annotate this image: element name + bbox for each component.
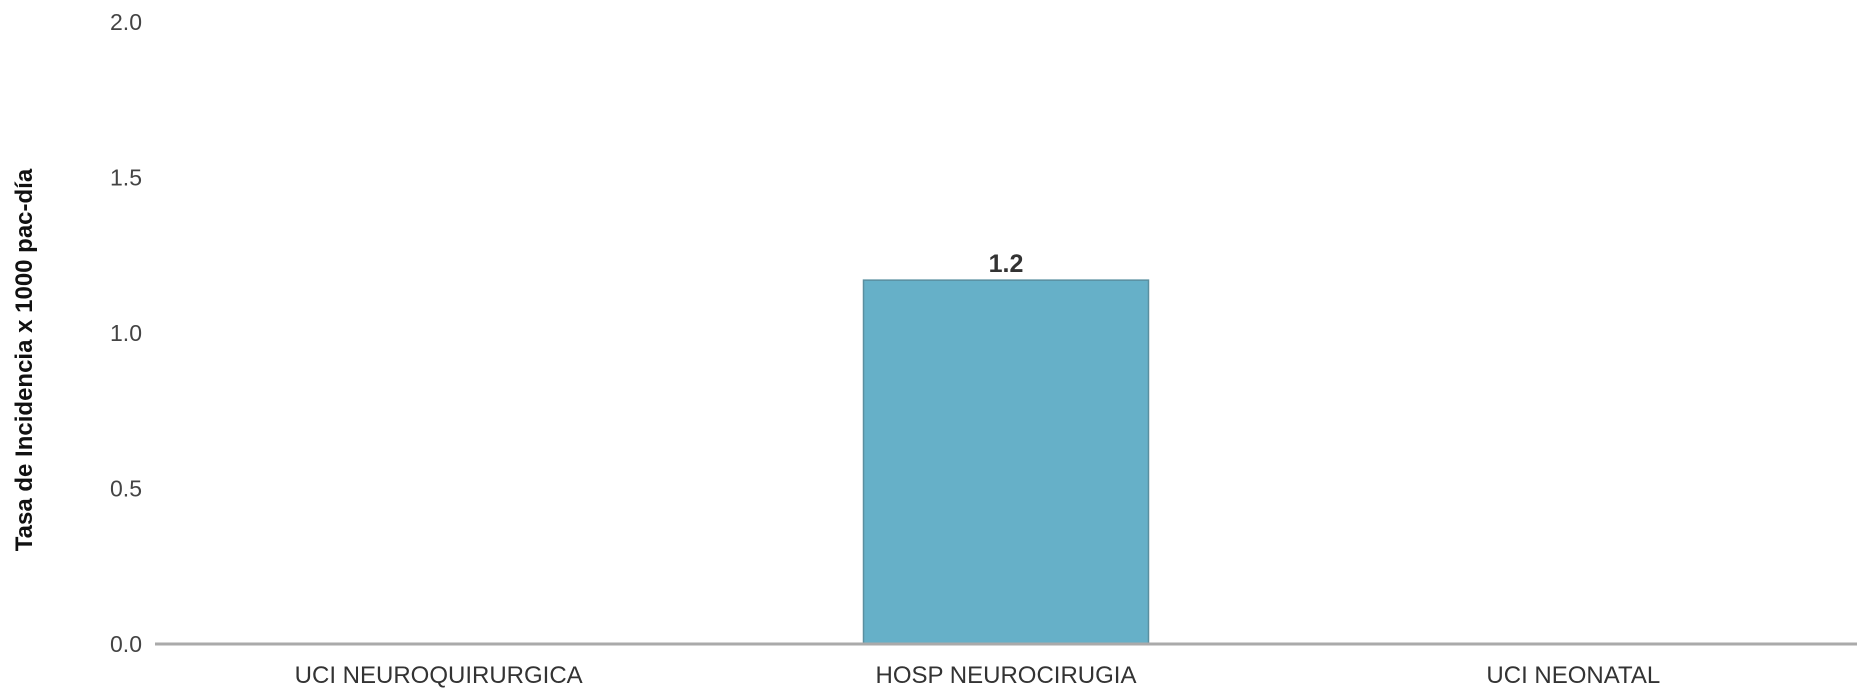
y-tick-label-2: 1.0 <box>110 320 142 346</box>
y-tick-label-4: 2.0 <box>110 9 142 35</box>
y-tick-label-0: 0.0 <box>110 631 142 657</box>
y-axis-ticks: 0.0 0.5 1.0 1.5 2.0 <box>110 9 142 657</box>
x-axis-labels: UCI NEUROQUIRURGICA HOSP NEUROCIRUGIA UCI … <box>295 662 1661 689</box>
data-label-1: 1.2 <box>989 250 1024 278</box>
y-tick-label-1: 0.5 <box>110 476 142 502</box>
bars: 1.2 <box>862 250 1150 645</box>
x-tick-label-0: UCI NEUROQUIRURGICA <box>295 662 583 689</box>
bar-1 <box>862 279 1150 645</box>
y-axis-label: Tasa de Incidencia x 1000 pac-día <box>11 168 38 551</box>
y-tick-label-3: 1.5 <box>110 165 142 191</box>
x-tick-label-2: UCI NEONATAL <box>1486 662 1660 689</box>
x-tick-label-1: HOSP NEUROCIRUGIA <box>876 662 1137 689</box>
